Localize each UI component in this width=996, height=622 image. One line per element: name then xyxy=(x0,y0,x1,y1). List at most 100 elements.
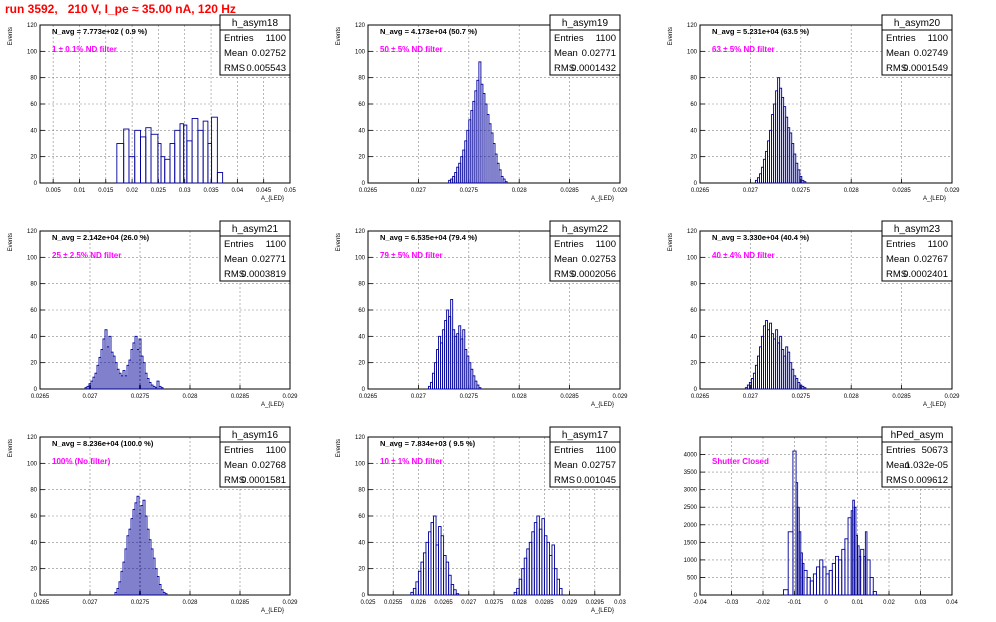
y-axis-title: Events xyxy=(336,439,342,457)
y-tick-label: 0 xyxy=(362,181,366,187)
stats-title: h_asym17 xyxy=(562,430,609,441)
x-tick-label: 0.04 xyxy=(232,188,244,194)
stats-key: RMS xyxy=(554,269,575,280)
histogram-bar xyxy=(191,118,199,184)
x-tick-label: 0.005 xyxy=(46,188,62,194)
filter-label: 50 ± 5% ND filter xyxy=(380,45,443,54)
histogram-bar xyxy=(803,181,807,184)
y-tick-label: 0 xyxy=(694,181,698,187)
stats-box-frame xyxy=(549,220,621,282)
navg-label: N_avg = 6.535e+04 (79.4 %) xyxy=(380,233,478,242)
y-tick-label: 60 xyxy=(690,308,697,314)
y-tick-label: 80 xyxy=(30,282,37,288)
stats-title: hPed_asym xyxy=(891,430,944,441)
page-title: run 3592, 210 V, I_pe ≈ 35.00 nA, 120 Hz xyxy=(5,2,236,16)
x-axis-title: A_{LED} xyxy=(591,402,614,408)
y-tick-label: 0 xyxy=(694,593,698,599)
x-tick-label: -0.03 xyxy=(725,600,739,606)
histogram-bars xyxy=(783,450,877,596)
x-tick-label: 0.0285 xyxy=(892,188,911,194)
histogram-bar xyxy=(186,140,193,184)
stats-key: Mean xyxy=(224,254,248,265)
y-tick-label: 0 xyxy=(362,593,366,599)
stats-title: h_asym18 xyxy=(232,18,279,29)
y-tick-label: 20 xyxy=(690,155,697,161)
histogram-bar xyxy=(160,387,164,390)
x-tick-label: 0.0275 xyxy=(485,600,504,606)
filter-label: 63 ± 5% ND filter xyxy=(712,45,775,54)
histogram-bar xyxy=(216,172,224,184)
stats-value: 1100 xyxy=(266,239,286,250)
y-tick-label: 0 xyxy=(34,387,38,393)
x-tick-label: -0.04 xyxy=(693,600,707,606)
x-tick-label: 0.0275 xyxy=(792,394,811,400)
histogram-bar xyxy=(453,589,457,596)
histogram-bar xyxy=(822,566,827,596)
filter-label: 40 ± 4% ND filter xyxy=(712,251,775,260)
stats-value: 0.02757 xyxy=(582,460,616,471)
stats-title: h_asym19 xyxy=(562,18,609,29)
x-tick-label: 0.0275 xyxy=(792,188,811,194)
stats-key: Mean xyxy=(886,48,910,59)
histogram-bar xyxy=(476,384,480,390)
y-tick-label: 80 xyxy=(358,76,365,82)
x-tick-label: 0.029 xyxy=(562,600,578,606)
x-axis-title: A_{LED} xyxy=(261,196,284,202)
stats-value: 0.02771 xyxy=(252,254,286,265)
filter-label: 1 ± 0.1% ND filter xyxy=(52,45,117,54)
x-tick-label: 0.0255 xyxy=(384,600,403,606)
histogram-bar xyxy=(140,136,147,184)
stats-key: RMS xyxy=(886,63,907,74)
stats-key: Mean xyxy=(224,460,248,471)
y-tick-label: 100 xyxy=(355,255,366,261)
y-tick-label: 80 xyxy=(690,282,697,288)
histogram-bar xyxy=(806,576,811,596)
histogram-bar xyxy=(179,123,185,184)
histogram-bar xyxy=(803,569,808,596)
y-tick-label: 120 xyxy=(687,23,698,29)
y-tick-label: 20 xyxy=(30,567,37,573)
filter-label: 25 ± 2.5% ND filter xyxy=(52,251,121,260)
x-tick-label: 0.029 xyxy=(944,394,960,400)
y-tick-label: 1500 xyxy=(684,540,698,546)
y-tick-label: 100 xyxy=(687,49,698,55)
stats-key: Entries xyxy=(554,33,584,44)
y-tick-label: 20 xyxy=(358,567,365,573)
y-tick-label: 4000 xyxy=(684,453,698,459)
x-tick-label: 0.028 xyxy=(844,188,860,194)
histogram-bar xyxy=(816,566,821,596)
stats-key: Mean xyxy=(886,254,910,265)
stats-key: Mean xyxy=(554,460,578,471)
x-tick-label: -0.02 xyxy=(756,600,770,606)
x-tick-label: 0.027 xyxy=(743,394,759,400)
stats-key: Entries xyxy=(224,33,254,44)
histogram-bar xyxy=(478,387,482,390)
x-tick-label: 0.045 xyxy=(256,188,272,194)
histogram-bar xyxy=(812,573,818,596)
stats-value: 1.032e-05 xyxy=(905,460,948,471)
x-tick-label: 0.027 xyxy=(461,600,477,606)
y-tick-label: 2500 xyxy=(684,505,698,511)
x-tick-label: 0.029 xyxy=(282,600,298,606)
histogram-bars xyxy=(116,116,224,184)
filter-label: 10 ± 1% ND filter xyxy=(380,457,443,466)
x-tick-label: 0.026 xyxy=(411,600,427,606)
x-tick-label: 0.03 xyxy=(915,600,927,606)
y-tick-label: 60 xyxy=(690,102,697,108)
x-tick-label: 0.05 xyxy=(284,188,296,194)
histogram-bar xyxy=(783,589,789,596)
stats-key: RMS xyxy=(224,63,245,74)
histogram-bar xyxy=(504,181,508,184)
navg-label: N_avg = 8.236e+04 (100.0 %) xyxy=(52,439,154,448)
x-tick-label: 0.029 xyxy=(612,188,628,194)
histogram-panel-h_asym18: 0.005 0.01 0.015 0.02 0.025 0.03 0.035 0.04 0.04… xyxy=(8,14,296,202)
stats-value: 1100 xyxy=(928,33,948,44)
x-tick-label: 0.0265 xyxy=(359,394,378,400)
histogram-bar xyxy=(559,587,563,596)
navg-label: N_avg = 4.173e+04 (50.7 %) xyxy=(380,27,478,36)
navg-label: N_avg = 5.231e+04 (63.5 %) xyxy=(712,27,810,36)
y-tick-label: 120 xyxy=(27,229,38,235)
y-axis-title: Events xyxy=(668,233,674,251)
stats-value: 0.02749 xyxy=(914,48,948,59)
